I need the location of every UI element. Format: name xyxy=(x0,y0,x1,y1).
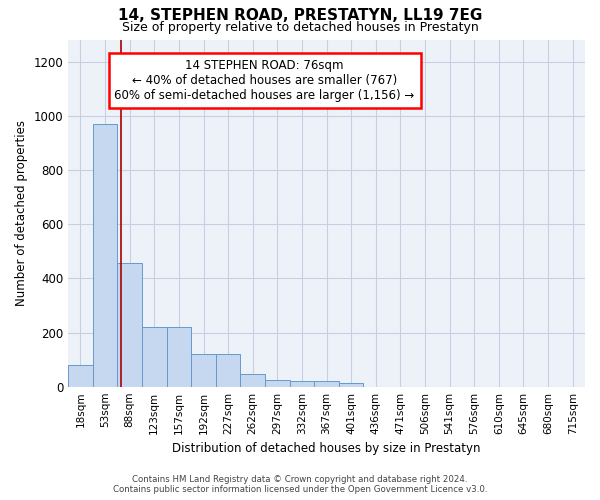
Text: Size of property relative to detached houses in Prestatyn: Size of property relative to detached ho… xyxy=(122,21,478,34)
Bar xyxy=(216,354,241,386)
Bar xyxy=(339,383,364,386)
Bar xyxy=(241,374,265,386)
Text: 14, STEPHEN ROAD, PRESTATYN, LL19 7EG: 14, STEPHEN ROAD, PRESTATYN, LL19 7EG xyxy=(118,8,482,22)
Text: Contains HM Land Registry data © Crown copyright and database right 2024.
Contai: Contains HM Land Registry data © Crown c… xyxy=(113,474,487,494)
Y-axis label: Number of detached properties: Number of detached properties xyxy=(15,120,28,306)
Bar xyxy=(265,380,290,386)
Bar xyxy=(118,264,142,386)
X-axis label: Distribution of detached houses by size in Prestatyn: Distribution of detached houses by size … xyxy=(172,442,481,455)
Text: 14 STEPHEN ROAD: 76sqm
← 40% of detached houses are smaller (767)
60% of semi-de: 14 STEPHEN ROAD: 76sqm ← 40% of detached… xyxy=(115,59,415,102)
Bar xyxy=(191,354,216,386)
Bar xyxy=(68,365,93,386)
Bar xyxy=(167,327,191,386)
Bar xyxy=(314,380,339,386)
Bar xyxy=(93,124,118,386)
Bar xyxy=(290,380,314,386)
Bar xyxy=(142,327,167,386)
